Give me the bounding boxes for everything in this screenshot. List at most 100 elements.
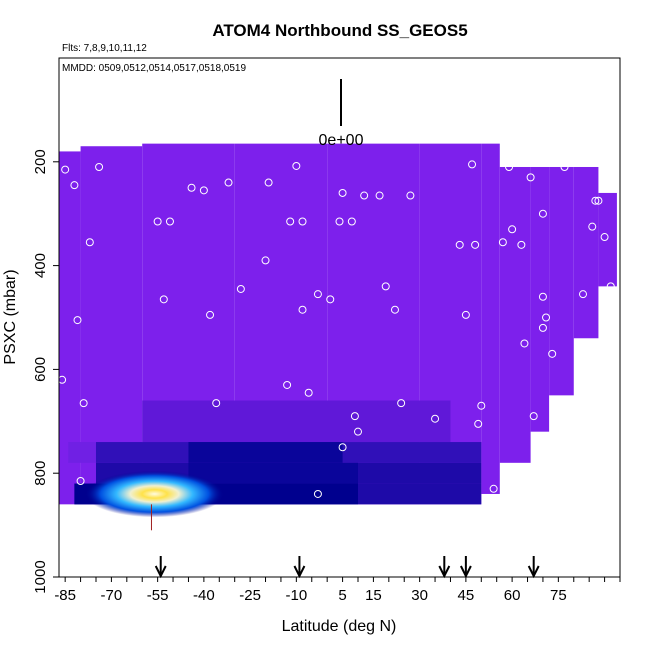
observation-point: [548, 349, 557, 358]
observation-point: [582, 362, 591, 371]
curtain-column-8: [530, 166, 550, 432]
observation-point: [353, 427, 362, 436]
observation-point: [498, 238, 507, 247]
observation-point: [304, 388, 313, 397]
observation-point: [264, 178, 273, 187]
observation-point: [538, 209, 547, 218]
observation-point: [165, 217, 174, 226]
observation-point: [591, 196, 600, 205]
observation-point: [335, 217, 344, 226]
observation-point: [298, 217, 307, 226]
x-axis-label: Latitude (deg N): [282, 618, 397, 635]
observation-point: [61, 165, 70, 174]
arrow-head: [438, 565, 451, 579]
observation-point: [375, 191, 384, 200]
observation-point: [347, 217, 356, 226]
x-tick-label: 45: [458, 587, 475, 604]
observation-point: [468, 160, 477, 169]
observation-point: [85, 238, 94, 247]
x-tick-label: -25: [239, 587, 261, 604]
observation-point: [326, 295, 335, 304]
observation-point: [338, 443, 347, 452]
x-tick-label: 5: [338, 587, 346, 604]
observation-point: [283, 380, 292, 389]
observation-point: [298, 305, 307, 314]
observation-point: [76, 476, 85, 485]
observation-point: [286, 217, 295, 226]
observation-point: [560, 162, 569, 171]
observation-point: [505, 162, 514, 171]
curtain-column-7: [499, 166, 531, 463]
observation-point: [594, 196, 603, 205]
arrow-head: [154, 565, 167, 579]
x-tick-label: -55: [147, 587, 169, 604]
observation-point: [406, 191, 415, 200]
observation-point: [551, 399, 560, 408]
observation-point: [397, 399, 406, 408]
observation-point: [73, 316, 82, 325]
x-tick-label: 75: [550, 587, 567, 604]
observation-point: [600, 233, 609, 242]
observation-point: [95, 162, 104, 171]
observation-point: [461, 310, 470, 319]
observation-point: [489, 484, 498, 493]
plot-area: [58, 143, 617, 531]
chart-title: ATOM4 Northbound SS_GEOS5: [212, 21, 467, 40]
observation-point: [508, 225, 517, 234]
y-axis-label: PSXC (mbar): [2, 269, 19, 364]
observation-point: [261, 256, 270, 265]
observation-point: [381, 282, 390, 291]
curtain-column-6: [481, 143, 500, 494]
observation-point: [350, 412, 359, 421]
observation-point: [338, 188, 347, 197]
observation-point: [538, 292, 547, 301]
axes: -85 -70 -55 -40 -25 -10 5 15 30 45 60 75 200 400 600 80…: [32, 149, 621, 604]
x-tick-label: -10: [286, 587, 308, 604]
y-tick-label: 1000: [32, 560, 49, 593]
observation-point: [526, 173, 535, 182]
observation-point: [79, 399, 88, 408]
y-tick-label: 400: [32, 253, 49, 278]
observation-point: [187, 183, 196, 192]
x-tick-label: 15: [365, 587, 382, 604]
observation-point: [477, 401, 486, 410]
x-tick-label: -70: [101, 587, 123, 604]
x-tick-label: 30: [411, 587, 428, 604]
x-tick-label: -85: [54, 587, 76, 604]
observation-point: [542, 313, 551, 322]
observation-point: [313, 489, 322, 498]
observation-point: [360, 191, 369, 200]
arrow-head: [459, 565, 472, 579]
observation-point: [579, 290, 588, 299]
observation-point: [474, 419, 483, 428]
observation-point: [538, 323, 547, 332]
arrow-head: [527, 565, 540, 579]
y-tick-label: 600: [32, 357, 49, 382]
curtain-column-9: [549, 166, 574, 396]
curtain-band-1: [142, 400, 451, 443]
observation-point: [588, 222, 597, 231]
observation-point: [206, 310, 215, 319]
curtain-column-10: [573, 166, 599, 339]
observation-point: [390, 305, 399, 314]
curtain-column-0: [59, 151, 81, 505]
curtain-column-11: [598, 192, 617, 287]
y-tick-label: 800: [32, 461, 49, 486]
plot-frame: [58, 57, 621, 578]
observation-point: [529, 412, 538, 421]
x-tick-label: 60: [504, 587, 521, 604]
x-tick-label: -40: [193, 587, 215, 604]
observation-point: [70, 181, 79, 190]
curtain-band-0: [68, 442, 96, 463]
hotspot: [85, 470, 224, 518]
observation-point: [199, 186, 208, 195]
observation-point: [455, 240, 464, 249]
observation-point: [471, 240, 480, 249]
y-tick-label: 200: [32, 149, 49, 174]
flights-note: Flts: 7,8,9,10,11,12: [62, 43, 147, 54]
observation-point: [153, 217, 162, 226]
observation-point: [517, 240, 526, 249]
observation-point: [224, 178, 233, 187]
observation-point: [603, 292, 612, 301]
